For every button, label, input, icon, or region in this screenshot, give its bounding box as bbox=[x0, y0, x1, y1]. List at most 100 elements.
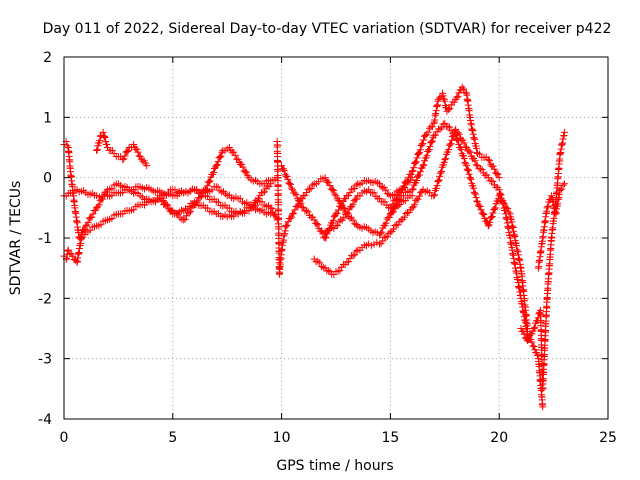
data-point-marker bbox=[301, 191, 309, 199]
data-point-marker bbox=[119, 156, 127, 164]
data-point-marker bbox=[457, 145, 465, 153]
data-point-marker bbox=[547, 192, 555, 200]
data-point-marker bbox=[435, 176, 443, 184]
data-point-marker bbox=[410, 164, 418, 172]
data-point-marker bbox=[100, 192, 108, 200]
data-point-marker bbox=[323, 267, 331, 275]
data-point-marker bbox=[456, 144, 464, 152]
data-point-marker bbox=[256, 192, 264, 200]
data-point-marker bbox=[460, 155, 468, 163]
y-tick-label: 0 bbox=[43, 171, 52, 187]
data-point-marker bbox=[390, 225, 398, 233]
data-point-marker bbox=[415, 192, 423, 200]
data-point-marker bbox=[381, 198, 389, 206]
data-point-marker bbox=[344, 258, 352, 266]
data-point-marker bbox=[100, 132, 108, 140]
data-point-marker bbox=[415, 150, 423, 158]
data-point-marker bbox=[499, 198, 507, 206]
data-point-marker bbox=[287, 180, 295, 188]
data-point-marker bbox=[490, 165, 498, 173]
data-point-marker bbox=[476, 202, 484, 210]
data-point-marker bbox=[427, 139, 435, 147]
data-point-marker bbox=[120, 155, 128, 163]
data-point-marker bbox=[484, 222, 492, 230]
data-point-marker bbox=[317, 262, 325, 270]
data-point-marker bbox=[438, 124, 446, 132]
data-point-marker bbox=[216, 187, 224, 195]
data-point-marker bbox=[334, 221, 342, 229]
y-tick-label: 2 bbox=[43, 50, 52, 66]
data-point-marker bbox=[462, 160, 470, 168]
data-point-marker bbox=[100, 132, 108, 140]
data-point-marker bbox=[450, 98, 458, 106]
data-point-marker bbox=[433, 182, 441, 190]
data-point-marker bbox=[491, 205, 499, 213]
data-point-marker bbox=[385, 190, 393, 198]
data-point-marker bbox=[472, 193, 480, 201]
data-point-marker bbox=[408, 186, 416, 194]
data-point-marker bbox=[392, 200, 400, 208]
data-point-marker bbox=[63, 142, 71, 150]
data-point-marker bbox=[325, 178, 333, 186]
data-point-marker bbox=[386, 210, 394, 218]
y-axis-label: SDTVAR / TECUs bbox=[8, 181, 24, 296]
data-point-marker bbox=[426, 124, 434, 132]
data-point-marker bbox=[419, 140, 427, 148]
data-point-marker bbox=[425, 146, 433, 154]
data-point-marker bbox=[436, 172, 444, 180]
data-point-marker bbox=[446, 105, 454, 113]
data-point-marker bbox=[95, 201, 103, 209]
data-point-marker bbox=[416, 168, 424, 176]
data-point-marker bbox=[286, 180, 294, 188]
data-point-marker bbox=[470, 184, 478, 192]
data-point-marker bbox=[412, 158, 420, 166]
data-point-marker bbox=[454, 93, 462, 101]
data-point-marker bbox=[494, 170, 502, 178]
data-point-marker bbox=[349, 252, 357, 260]
y-tick-label: -4 bbox=[38, 412, 52, 428]
x-tick-labels: 0 5 10 15 20 25 bbox=[60, 430, 617, 446]
data-point-marker bbox=[216, 153, 224, 161]
data-point-marker bbox=[332, 222, 340, 230]
data-point-marker bbox=[423, 152, 431, 160]
data-point-marker bbox=[413, 154, 421, 162]
data-point-marker bbox=[93, 147, 101, 155]
data-point-marker bbox=[396, 195, 404, 203]
data-point-marker bbox=[306, 212, 314, 220]
data-point-marker bbox=[505, 208, 513, 216]
data-point-marker bbox=[231, 151, 239, 159]
data-point-marker bbox=[441, 97, 449, 105]
data-point-marker bbox=[438, 167, 446, 175]
data-point-marker bbox=[471, 157, 479, 165]
data-point-marker bbox=[486, 218, 494, 226]
data-point-marker bbox=[249, 202, 257, 210]
data-point-marker bbox=[455, 130, 463, 138]
data-point-marker bbox=[96, 137, 104, 145]
data-point-marker bbox=[549, 198, 557, 206]
data-point-marker bbox=[307, 185, 315, 193]
data-point-marker bbox=[495, 186, 503, 194]
data-point-marker bbox=[473, 198, 481, 206]
data-point-marker bbox=[398, 185, 406, 193]
y-tick-label: -3 bbox=[38, 352, 52, 368]
x-tick-label: 5 bbox=[168, 430, 177, 446]
data-point-marker bbox=[340, 214, 348, 222]
data-point-marker bbox=[473, 162, 481, 170]
data-point-marker bbox=[529, 342, 537, 350]
data-point-marker bbox=[285, 179, 293, 187]
data-point-marker bbox=[321, 234, 329, 242]
data-point-marker bbox=[165, 205, 173, 213]
data-point-marker bbox=[322, 233, 330, 241]
data-point-marker bbox=[101, 134, 109, 142]
data-point-marker bbox=[463, 165, 471, 173]
data-point-marker bbox=[478, 165, 486, 173]
data-point-marker bbox=[302, 189, 310, 197]
data-point-marker bbox=[379, 237, 387, 245]
data-point-marker bbox=[267, 210, 275, 218]
data-point-marker bbox=[309, 181, 317, 189]
data-point-marker bbox=[281, 171, 289, 179]
data-point-marker bbox=[316, 259, 324, 267]
data-point-marker bbox=[436, 125, 444, 133]
data-point-marker bbox=[130, 140, 138, 148]
